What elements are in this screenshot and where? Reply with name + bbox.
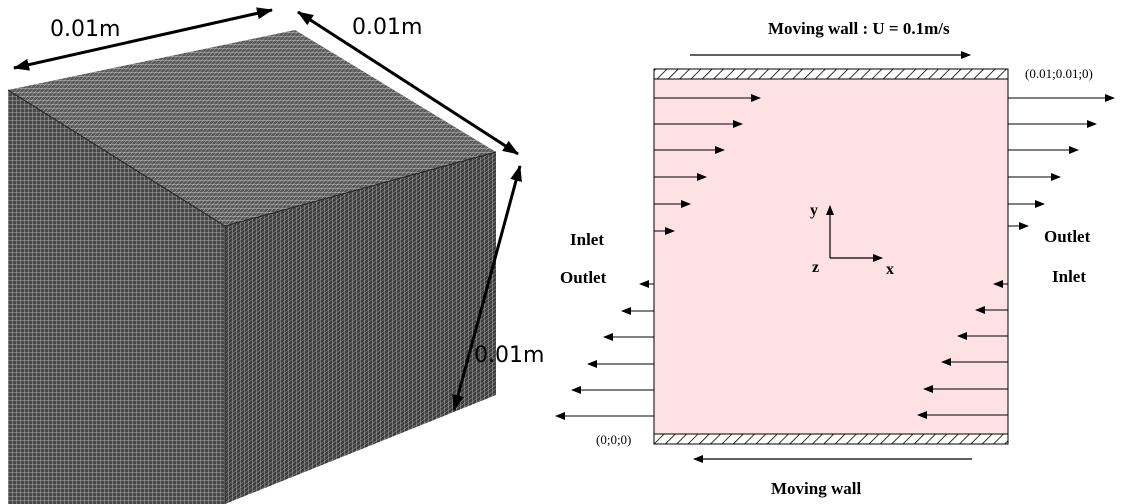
right-inlet-label: Inlet [1052, 267, 1086, 286]
dim-arrow-top-right [297, 10, 519, 156]
domain-region [654, 79, 1008, 434]
left-inlet-label: Inlet [570, 230, 604, 249]
right-outflow-profile [1008, 94, 1115, 230]
coordinate-axes: y x z [810, 202, 894, 278]
left-outflow-profile [555, 280, 654, 420]
dim-label-top-right: 0.01m [352, 15, 422, 40]
dim-arrow-top-left [13, 7, 273, 71]
bottom-moving-wall [653, 433, 1009, 445]
left-outlet-label: Outlet [560, 268, 607, 287]
cube-dimensions: 0.01m 0.01m 0.01m [13, 7, 544, 411]
dim-arrow-right [452, 165, 522, 411]
left-inflow-profile [654, 94, 761, 235]
axis-label-z: z [812, 259, 819, 276]
right-outlet-label: Outlet [1044, 227, 1091, 246]
corner-top-right-label: (0.01;0.01;0) [1025, 66, 1093, 81]
right-inflow-profile [917, 280, 1008, 419]
dim-label-right: 0.01m [474, 343, 544, 368]
meshed-cube [7, 30, 497, 504]
flow-domain: Moving wall : U = 0.1m/s Moving wall (0.… [555, 19, 1115, 498]
bottom-wall-label: Moving wall [771, 479, 861, 498]
dim-label-top-left: 0.01m [50, 17, 120, 42]
top-moving-wall [653, 68, 1009, 80]
top-wall-label: Moving wall : U = 0.1m/s [768, 19, 950, 38]
axis-label-x: x [886, 261, 894, 278]
cube-front-face [8, 90, 225, 504]
axis-label-y: y [810, 202, 818, 219]
cube-side-face [225, 152, 496, 504]
corner-bottom-left-label: (0;0;0) [596, 432, 631, 447]
